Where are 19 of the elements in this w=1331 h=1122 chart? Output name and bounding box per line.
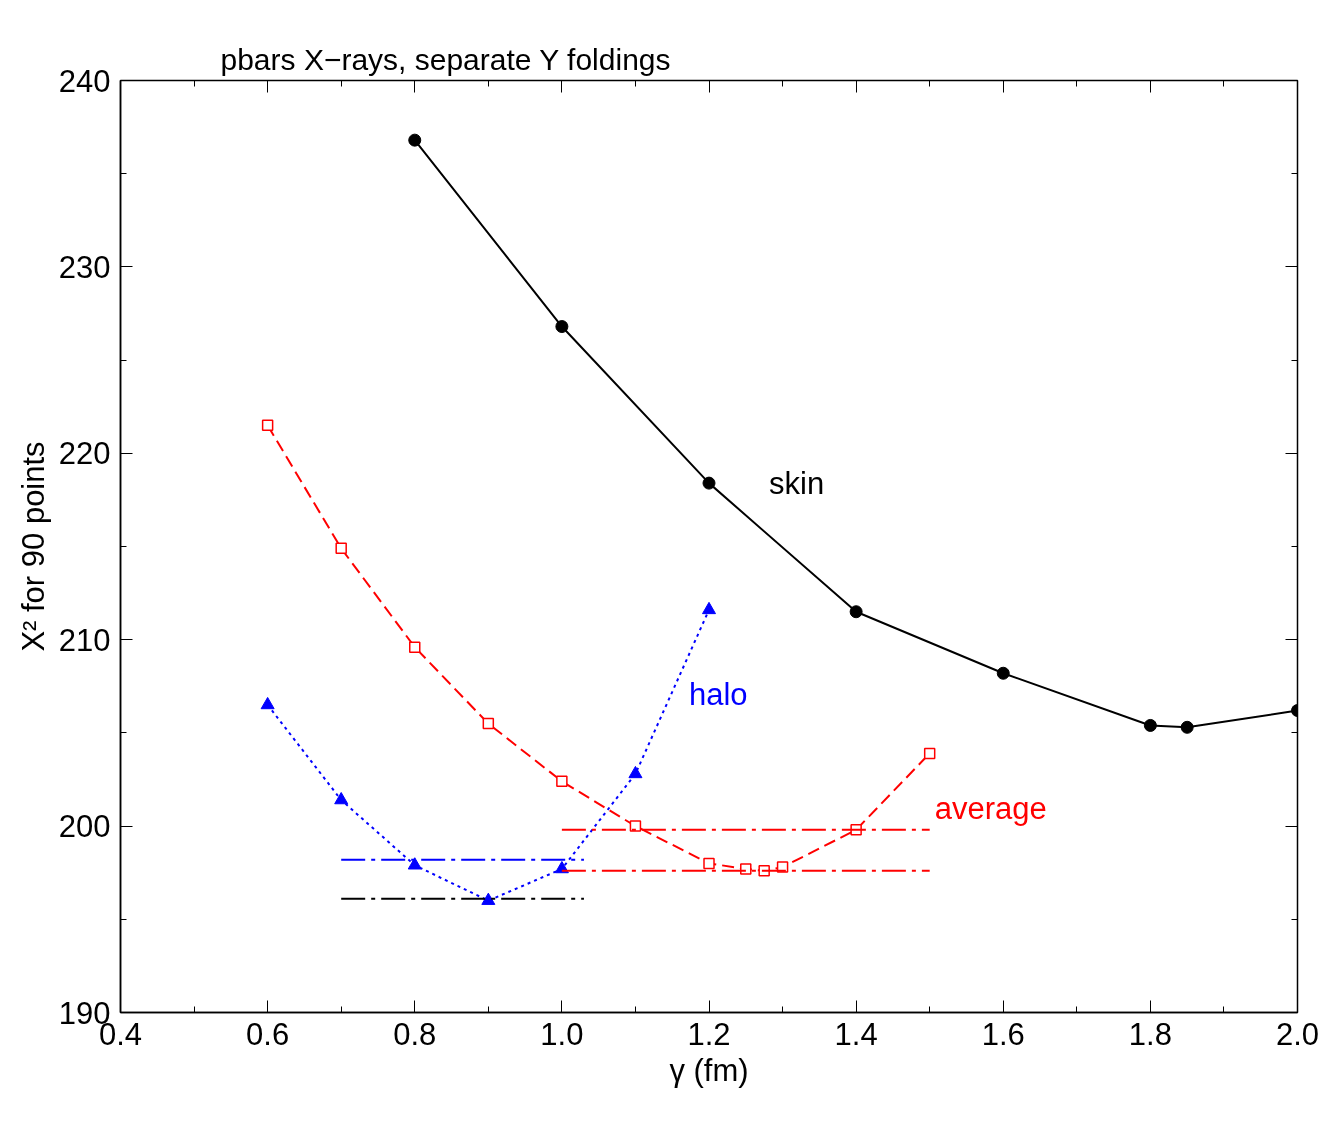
x-tick-label: 1.2 (687, 1016, 731, 1052)
x-tick-label: 2.0 (1275, 1016, 1320, 1052)
x-axis-title: γ (fm) (669, 1052, 749, 1088)
series-label: average (934, 790, 1047, 826)
y-tick-label: 220 (58, 436, 111, 472)
y-tick-label: 230 (58, 249, 111, 285)
y-tick-label: 210 (58, 622, 111, 658)
x-tick-label: 0.6 (246, 1016, 290, 1052)
series-label: skin (769, 465, 825, 501)
x-tick-label: 1.6 (981, 1016, 1025, 1052)
x-tick-label: 1.4 (834, 1016, 878, 1052)
x-tick-label: 1.0 (540, 1016, 584, 1052)
x-tick-label: 0.8 (393, 1016, 437, 1052)
y-tick-label: 240 (58, 63, 111, 99)
y-axis-title: X² for 90 points (15, 441, 51, 652)
series-label: halo (689, 677, 748, 713)
x-tick-label: 1.8 (1128, 1016, 1172, 1052)
chart-title: pbars X−rays, separate Y foldings (220, 42, 671, 76)
y-tick-label: 200 (58, 809, 111, 845)
